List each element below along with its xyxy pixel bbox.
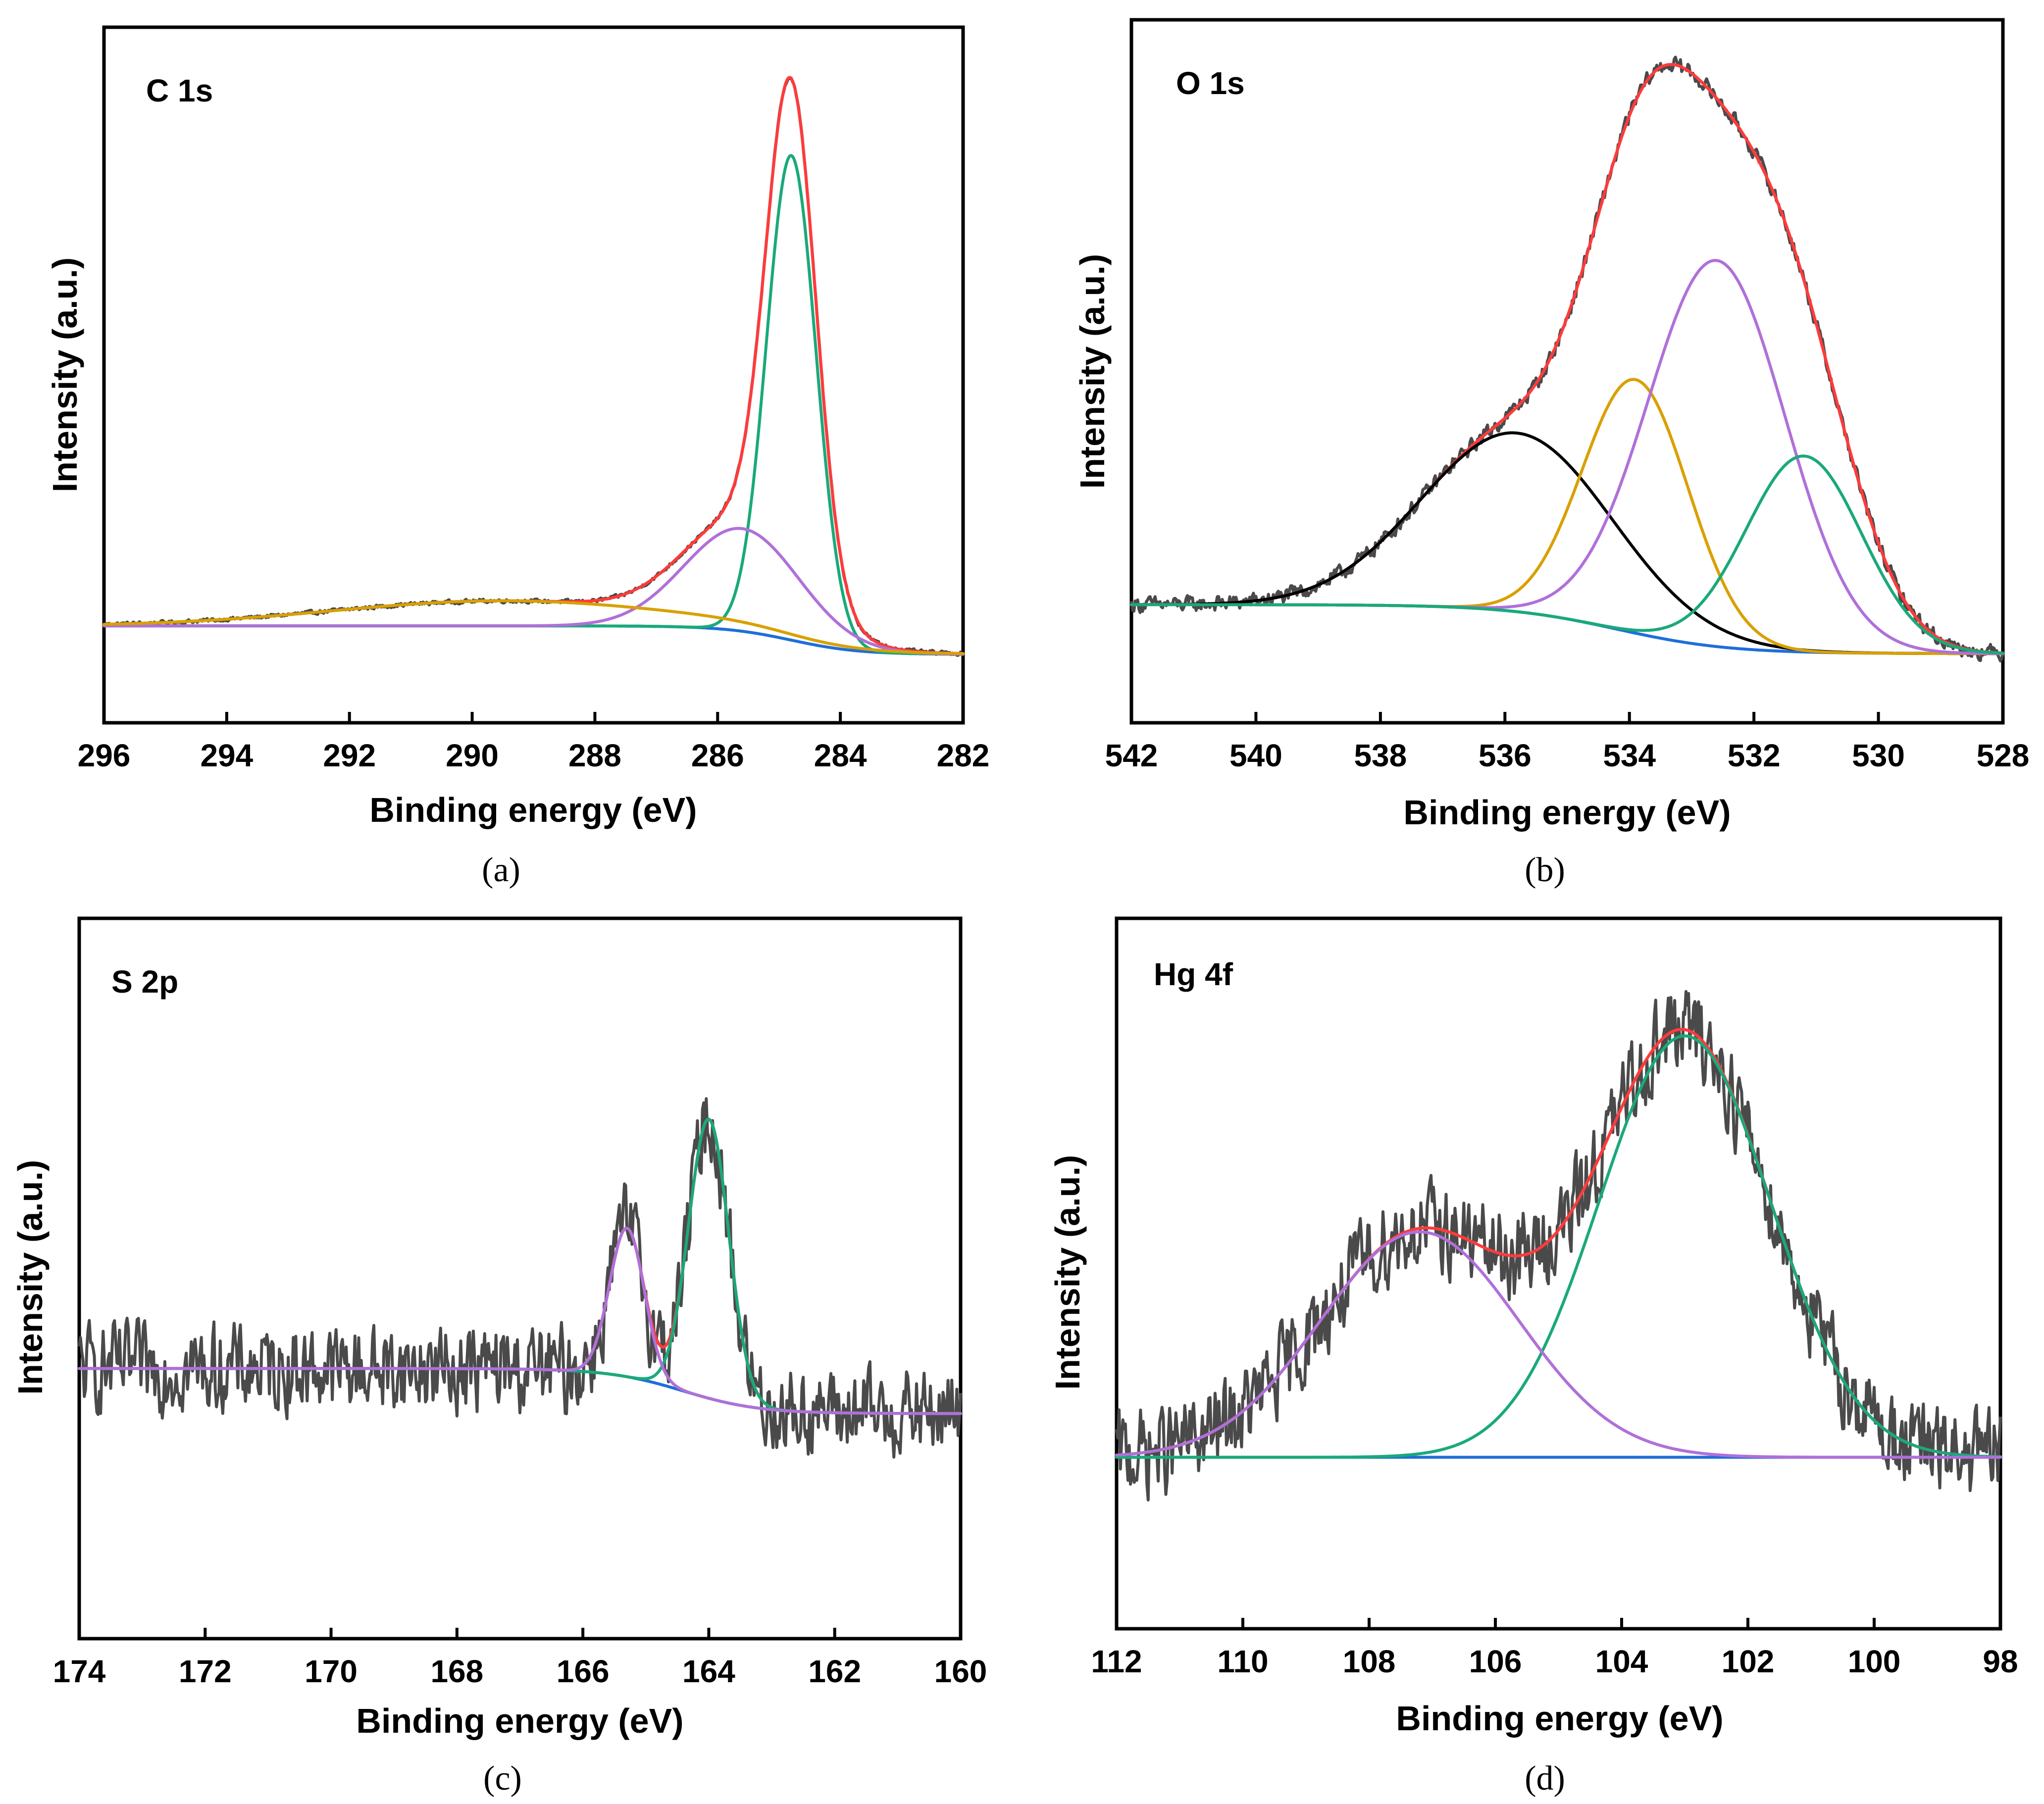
x-axis-ticks: 174 172 170 168 166 164 162 160 <box>53 1628 987 1689</box>
raw-spectrum-line <box>1115 990 2002 1502</box>
raw-spectrum-line <box>102 76 964 657</box>
panel-title: O 1s <box>1176 65 1245 101</box>
x-tick-label: 290 <box>446 738 499 773</box>
x-tick-label: 532 <box>1728 738 1781 773</box>
peak-orange-line <box>102 599 965 655</box>
panel-title: C 1s <box>146 73 213 108</box>
x-axis-ticks: 296 294 292 290 288 286 284 282 <box>78 712 990 773</box>
x-tick-label: 294 <box>200 738 253 773</box>
panel-caption: (c) <box>483 1759 522 1798</box>
panel-caption: (d) <box>1525 1759 1565 1798</box>
x-tick-label: 288 <box>568 738 621 773</box>
x-tick-label: 528 <box>1977 738 2030 773</box>
panel-title: Hg 4f <box>1154 956 1233 992</box>
x-axis-ticks: 542 540 538 536 534 532 530 528 <box>1105 712 2030 773</box>
series-layer <box>102 76 965 657</box>
x-tick-label: 540 <box>1229 738 1282 773</box>
panel-d: Hg 4f 112 110 108 106 104 102 100 98 Binding en… <box>1048 916 2018 1798</box>
x-tick-label: 536 <box>1479 738 1532 773</box>
panel-title: S 2p <box>111 964 178 1000</box>
x-axis-label: Binding energy (eV) <box>369 791 697 829</box>
x-tick-label: 98 <box>1983 1644 2018 1679</box>
x-tick-label: 292 <box>323 738 376 773</box>
x-tick-label: 530 <box>1852 738 1905 773</box>
panel-b: O 1s 542 540 538 536 534 532 530 528 Binding en… <box>1073 18 2030 889</box>
x-tick-label: 296 <box>78 738 131 773</box>
background-line <box>102 624 965 656</box>
x-axis-label: Binding energy (eV) <box>1403 793 1731 832</box>
y-axis-label: Intensity (a.u.) <box>1048 1155 1087 1390</box>
x-tick-label: 166 <box>557 1654 610 1689</box>
x-tick-label: 174 <box>53 1654 106 1689</box>
y-axis-label: Intensity (a.u.) <box>46 257 84 492</box>
x-tick-label: 168 <box>430 1654 483 1689</box>
series-layer <box>78 1097 962 1459</box>
x-tick-label: 162 <box>808 1654 861 1689</box>
plot-frame <box>1115 916 2002 1631</box>
peak-purple-line <box>102 527 965 656</box>
x-tick-label: 534 <box>1603 738 1656 773</box>
peak-orange-line <box>1130 378 2004 655</box>
peak-green-line <box>102 154 965 656</box>
x-axis-label: Binding energy (eV) <box>356 1702 683 1740</box>
series-layer <box>1130 55 2004 663</box>
peak-green-line <box>1115 1034 2002 1459</box>
x-tick-label: 104 <box>1595 1644 1648 1679</box>
x-tick-label: 538 <box>1354 738 1407 773</box>
panel-c: S 2p 174 172 170 168 166 164 162 160 Binding en… <box>11 916 987 1798</box>
x-tick-label: 100 <box>1848 1644 1901 1679</box>
y-axis-label: Intensity (a.u.) <box>11 1160 50 1395</box>
peak-purple-line <box>78 1226 962 1415</box>
x-axis-ticks: 112 110 108 106 104 102 100 98 <box>1091 1618 2018 1679</box>
plot-frame <box>77 916 963 1641</box>
series-layer <box>1115 990 2002 1502</box>
panel-caption: (b) <box>1525 851 1565 889</box>
raw-spectrum-line <box>78 1097 962 1459</box>
x-tick-label: 542 <box>1105 738 1158 773</box>
peak-green-line <box>1130 454 2004 655</box>
peak-purple-line <box>1115 1230 2002 1459</box>
raw-spectrum-line <box>1130 55 2004 663</box>
x-tick-label: 106 <box>1469 1644 1522 1679</box>
x-tick-label: 160 <box>934 1654 987 1689</box>
x-tick-label: 110 <box>1217 1644 1268 1679</box>
x-tick-label: 164 <box>682 1654 735 1689</box>
x-tick-label: 170 <box>305 1654 358 1689</box>
y-axis-label: Intensity (a.u.) <box>1073 254 1112 489</box>
panel-a: C 1s 296 294 292 290 288 286 284 282 Binding en… <box>46 25 990 889</box>
x-tick-label: 172 <box>179 1654 232 1689</box>
background-line <box>1130 603 2004 655</box>
plot-frame <box>1129 18 2005 725</box>
x-tick-label: 286 <box>691 738 744 773</box>
plot-frame <box>102 25 965 725</box>
x-tick-label: 102 <box>1722 1644 1775 1679</box>
envelope-fit-line <box>1130 63 2004 654</box>
x-tick-label: 108 <box>1343 1644 1396 1679</box>
x-tick-label: 282 <box>937 738 990 773</box>
x-tick-label: 112 <box>1091 1644 1142 1679</box>
x-tick-label: 284 <box>814 738 867 773</box>
x-axis-label: Binding energy (eV) <box>1396 1699 1723 1738</box>
panel-caption: (a) <box>482 851 520 889</box>
envelope-fit-line <box>102 76 965 655</box>
peak-black-line <box>1130 431 2004 655</box>
